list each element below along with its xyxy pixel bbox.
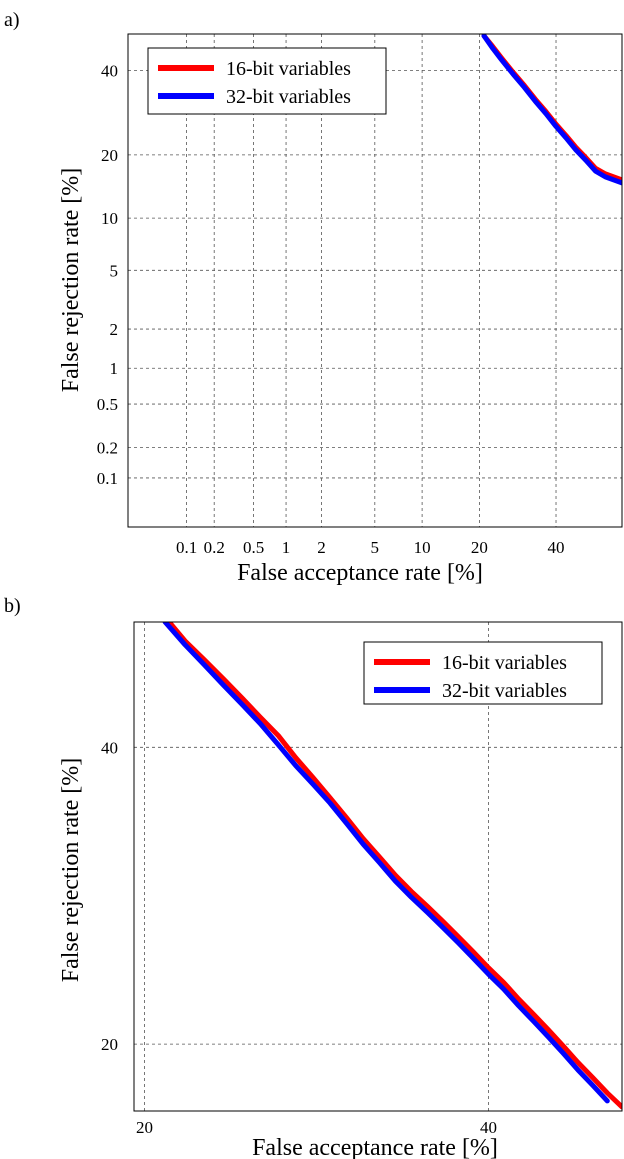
legend-label: 32-bit variables [442,680,567,702]
x-axis-title: False acceptance rate [%] [237,560,483,586]
y-tick-label: 2 [110,320,119,339]
x-tick-label: 2 [317,538,326,557]
legend-box [363,641,603,705]
y-tick-label: 0.1 [97,469,118,488]
y-tick-label: 40 [101,61,118,80]
y-tick-label: 10 [101,209,118,228]
x-tick-label: 0.1 [176,538,197,557]
y-tick-label: 0.2 [97,438,118,457]
y-tick-label: 0.5 [97,395,118,414]
x-axis-title: False acceptance rate [%] [252,1135,498,1159]
x-tick-label: 20 [471,538,488,557]
series-line [481,34,622,183]
plot-frame [127,33,623,528]
x-tick-label: 1 [282,538,291,557]
x-tick-label: 0.2 [204,538,225,557]
legend-label: 32-bit variables [226,86,351,108]
y-axis-title: False rejection rate [%] [58,168,84,393]
x-tick-label: 0.5 [243,538,264,557]
chart-panel-b: 20 40 20 40 16-bit variables 32-bit variables [101,621,623,1137]
series-line [162,622,610,1104]
legend-label: 16-bit variables [226,58,351,80]
series-line [481,34,622,186]
x-tick-label: 40 [548,538,565,557]
y-tick-label: 1 [110,359,119,378]
y-tick-label: 20 [101,1035,118,1054]
legend-label: 16-bit variables [442,652,567,674]
plot-frame [133,621,623,1112]
chart-panel-a: 0.1 0.2 0.5 1 2 5 10 20 40 0.1 0.2 0.5 1 2 5 10 20 40 16-b… [97,33,623,557]
x-tick-label: 20 [136,1118,153,1137]
y-tick-label: 40 [101,738,118,757]
x-tick-label: 40 [480,1118,497,1137]
panel-label: a) [4,9,20,31]
panel-label: b) [4,595,21,617]
x-tick-label: 5 [371,538,380,557]
legend-box [147,47,387,115]
series-line [166,622,622,1110]
y-tick-label: 20 [101,146,118,165]
y-tick-label: 5 [110,261,119,280]
x-tick-label: 10 [414,538,431,557]
y-axis-title: False rejection rate [%] [58,758,84,983]
